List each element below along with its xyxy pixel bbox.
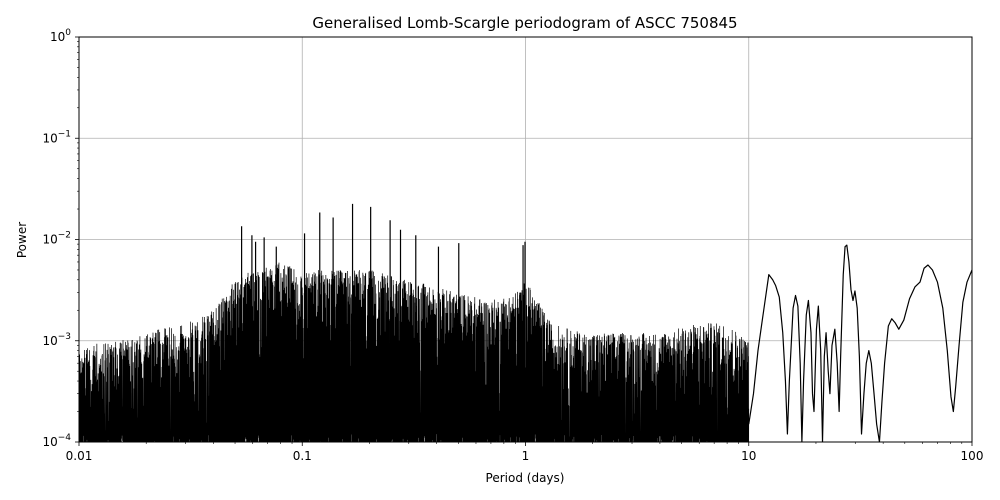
y-tick-label: 10−3	[42, 332, 71, 348]
y-tick-label: 10−1	[42, 129, 71, 145]
y-tick-label: 10−4	[42, 433, 71, 449]
x-tick-label: 10	[741, 449, 756, 463]
data-layer	[79, 203, 972, 442]
x-axis-label: Period (days)	[486, 471, 565, 485]
y-tick-label: 100	[50, 28, 71, 44]
x-tick-label: 100	[961, 449, 984, 463]
x-tick-label: 1	[522, 449, 530, 463]
periodogram-long-period-line	[748, 244, 972, 442]
x-tick-label: 0.1	[293, 449, 312, 463]
y-tick-label: 10−2	[42, 231, 71, 247]
y-axis: 10−4 10−3 10−2 10−1 100	[42, 28, 79, 449]
chart-title: Generalised Lomb-Scargle periodogram of …	[312, 14, 737, 32]
periodogram-noise-line	[79, 262, 750, 442]
y-axis-label: Power	[15, 222, 29, 258]
x-tick-label: 0.01	[66, 449, 93, 463]
x-axis: 0.01 0.1 1 10 100	[66, 442, 984, 463]
